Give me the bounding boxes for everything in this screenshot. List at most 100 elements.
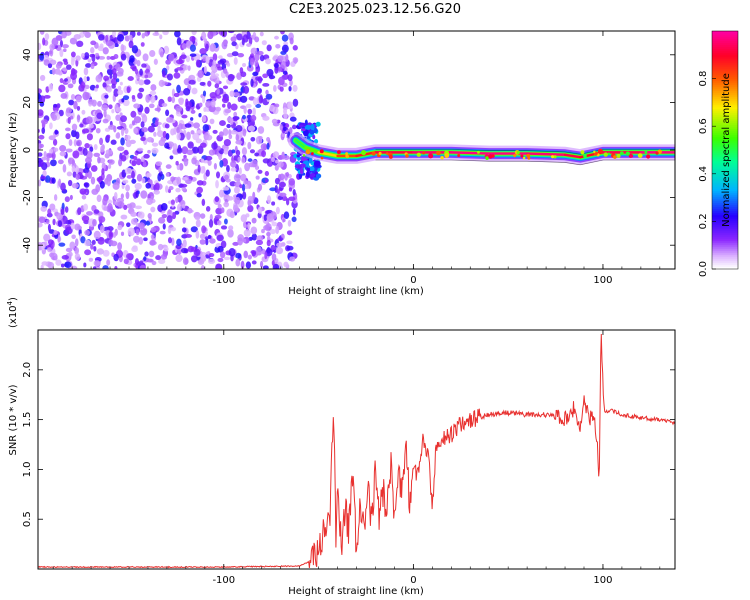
noise-speck [243,106,247,115]
noise-speck [74,238,79,247]
noise-speck [141,32,146,39]
noise-speck [175,105,183,112]
noise-speck [102,197,108,206]
noise-speck [84,229,90,236]
noise-speck [185,101,193,110]
noise-speck [216,66,223,71]
noise-speck [275,247,284,255]
noise-speck [261,256,265,262]
noise-speck [182,217,186,224]
signal-band-blob [629,154,634,158]
noise-speck [180,54,187,60]
noise-speck [230,129,238,135]
noise-speck [81,52,85,59]
colorbar-stripe [712,75,738,78]
noise-speck [60,208,65,215]
noise-speck [228,225,234,231]
noise-speck [66,64,72,70]
noise-speck [277,66,283,72]
noise-speck [50,159,57,167]
noise-speck [187,207,193,214]
colorbar-stripe [712,225,738,228]
noise-speck [51,177,56,184]
noise-speck [113,125,117,133]
noise-speck [233,186,240,194]
noise-speck [70,72,78,81]
noise-speck [191,157,197,165]
colorbar-stripe [712,61,738,64]
noise-speck [131,45,139,54]
y-tick-label: -20 [22,189,33,205]
noise-speck [97,156,101,164]
colorbar-tick-label: 0.6 [698,118,709,134]
colorbar-tick-label: 0.2 [698,213,709,229]
noise-speck [240,82,248,86]
noise-speck [128,34,133,40]
noise-speck [279,192,287,197]
noise-speck [271,201,276,206]
noise-speck [288,85,292,92]
colorbar-stripe [712,253,738,256]
signal-band-blob [457,153,461,157]
noise-speck [220,240,227,249]
signal-band-blob [522,156,526,160]
noise-speck [259,31,264,37]
noise-speck [242,128,247,137]
noise-speck [223,138,231,147]
noise-speck [218,131,224,138]
colorbar-stripe [712,91,738,94]
noise-speck [73,139,78,147]
noise-speck [193,248,201,257]
colorbar-stripe [712,217,738,220]
noise-speck [57,70,63,76]
noise-speck [243,250,249,259]
noise-speck [231,41,237,47]
noise-speck [261,228,265,234]
noise-speck [175,254,183,263]
noise-speck [137,92,143,99]
noise-speck [88,257,94,262]
colorbar-stripe [712,199,738,202]
noise-speck [90,165,98,172]
signal-band-core [304,146,320,154]
noise-speck [226,123,231,129]
noise-speck [41,261,49,266]
colorbar-stripe [712,133,738,136]
colorbar-stripe [712,49,738,52]
noise-speck [70,58,75,66]
noise-speck [93,143,98,151]
noise-speck [53,194,58,201]
noise-speck [235,134,240,142]
noise-speck [218,55,223,59]
noise-speck [167,209,171,215]
noise-speck [214,214,222,219]
colorbar-stripe [712,63,738,66]
noise-speck [205,155,213,161]
noise-speck [199,213,206,219]
noise-speck [216,88,220,95]
noise-speck [223,201,230,208]
noise-speck [251,217,257,224]
noise-speck [106,86,112,93]
noise-speck [101,168,105,175]
signal-band-blob [302,154,306,157]
noise-speck [99,43,104,49]
noise-speck [247,158,253,162]
noise-speck [251,233,258,241]
colorbar-stripe [712,37,738,40]
noise-speck [102,47,109,55]
noise-speck [142,161,147,168]
noise-speck [65,247,73,253]
noise-speck [131,95,136,100]
noise-speck [120,53,127,61]
noise-speck [269,104,275,112]
noise-speck [253,53,260,62]
noise-speck [94,87,98,92]
noise-speck [197,69,204,79]
signal-band-blob [620,151,624,155]
noise-speck [250,136,256,142]
noise-speck [202,124,210,132]
noise-speck [46,155,50,162]
noise-speck [250,78,254,87]
noise-speck [112,182,120,190]
